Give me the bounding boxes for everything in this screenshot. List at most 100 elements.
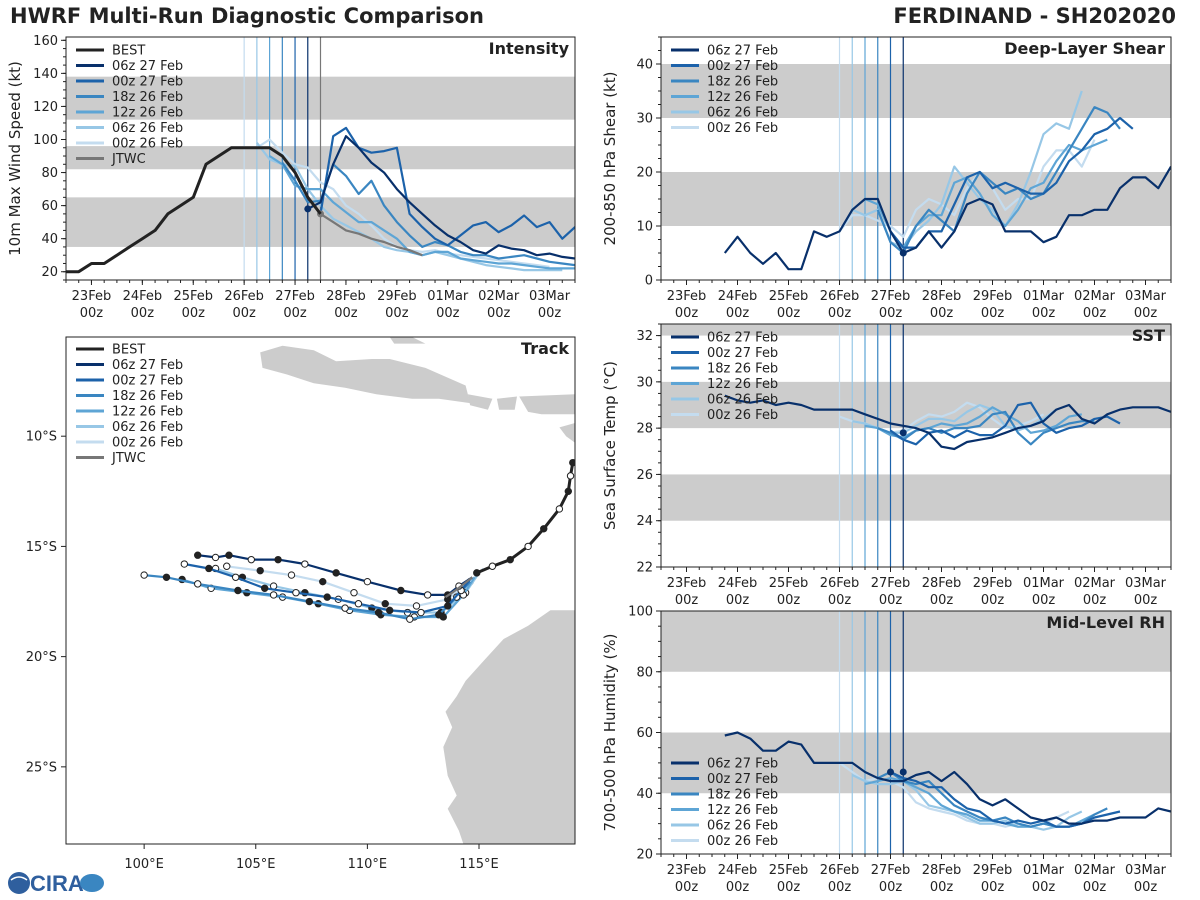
sst-xtick-label-hour: 00z <box>1134 593 1158 608</box>
track-lat-label: 15°S <box>26 540 57 555</box>
track-line-best <box>476 462 575 575</box>
rh-legend-label: 12z 26 Feb <box>707 803 778 818</box>
track-lat-label: 25°S <box>26 760 57 775</box>
track-point-best <box>564 487 573 496</box>
shear-legend-label: 12z 26 Feb <box>707 90 778 105</box>
rh-xtick-label-date: 26Feb <box>820 863 860 878</box>
track-map-area <box>140 337 575 844</box>
shear-legend-label: 18z 26 Feb <box>707 75 778 90</box>
track-point-best <box>524 542 532 551</box>
intensity-xtick-label-date: 25Feb <box>173 289 213 304</box>
sst-xtick-label-date: 26Feb <box>820 576 860 591</box>
shear-xtick-label-date: 29Feb <box>973 289 1013 304</box>
intensity-xtick-label-hour: 00z <box>232 306 256 321</box>
land-barrow-island <box>485 669 491 677</box>
rh-series-06z-27-feb <box>724 731 1171 825</box>
globe-icon <box>8 872 30 894</box>
rh-legend-label: 00z 27 Feb <box>707 772 778 787</box>
track-point-00z-26-feb <box>350 589 358 597</box>
track-point-00z-27-feb <box>354 600 363 608</box>
rh-xtick-label-hour: 00z <box>930 880 954 895</box>
shear-xtick-label-hour: 00z <box>1134 306 1158 321</box>
track-point-06z-27-feb <box>225 551 233 559</box>
land-bali <box>467 394 493 410</box>
sst-legend-label: 00z 27 Feb <box>707 346 778 361</box>
rh-threshold-band <box>661 611 1171 672</box>
sst-legend-label: 12z 26 Feb <box>707 377 778 392</box>
track-legend-label: 18z 26 Feb <box>112 389 183 404</box>
intensity-ytick-label: 100 <box>33 133 58 148</box>
intensity-ytick-label: 20 <box>41 265 58 280</box>
track-point-06z-27-feb <box>247 555 255 564</box>
intensity-ytick-label: 140 <box>33 67 58 82</box>
track-legend-label: 12z 26 Feb <box>112 405 183 420</box>
intensity-xtick-label-hour: 00z <box>334 306 358 321</box>
track-point-06z-27-feb <box>397 586 405 595</box>
intensity-xtick-label-date: 01Mar <box>427 289 469 304</box>
track-point-00z-27-feb <box>180 560 189 568</box>
intensity-xtick-label-hour: 00z <box>487 306 511 321</box>
track-point-00z-27-feb <box>323 593 331 601</box>
intensity-xtick-label-date: 26Feb <box>224 289 264 304</box>
intensity-ytick-label: 80 <box>41 166 58 181</box>
rh-xtick-label-hour: 00z <box>879 880 903 895</box>
intensity-ytick-label: 160 <box>33 34 58 49</box>
track-legend-label: JTWC <box>111 451 146 466</box>
track-point-00z-27-feb <box>417 608 425 617</box>
shear-xtick-label-hour: 00z <box>930 306 954 321</box>
shear-xtick-label-hour: 00z <box>981 306 1005 321</box>
sst-series-06z-27-feb <box>724 394 1171 451</box>
intensity-legend-label: BEST <box>112 44 145 59</box>
track-point-00z-26-feb <box>256 566 264 575</box>
shear-plot-area <box>661 37 1171 280</box>
track-point-18z-26-feb <box>341 604 349 612</box>
rh-xtick-label-date: 28Feb <box>922 863 962 878</box>
rh-ytick-label: 20 <box>636 848 653 863</box>
storm-id-title: FERDINAND - SH202020 <box>893 4 1176 28</box>
rh-xtick-label-date: 03Mar <box>1125 863 1167 878</box>
shear-xtick-label-hour: 00z <box>1083 306 1107 321</box>
sst-ylabel: Sea Surface Temp (°C) <box>601 361 619 530</box>
track-point-18z-26-feb <box>435 611 443 619</box>
rh-legend-label: 18z 26 Feb <box>707 788 778 803</box>
track-point-best <box>506 555 514 564</box>
intensity-legend-label: 06z 27 Feb <box>112 59 183 74</box>
intensity-xtick-label-hour: 00z <box>80 306 104 321</box>
sst-ytick-label: 22 <box>636 561 653 576</box>
intensity-xtick-label-date: 03Mar <box>529 289 571 304</box>
land-lombok <box>496 396 517 410</box>
sst-plot-area <box>661 324 1171 567</box>
sst-xtick-label-date: 27Feb <box>871 576 911 591</box>
shear-threshold-band <box>661 64 1171 118</box>
track-lat-label: 20°S <box>26 650 57 665</box>
shear-series-06z-27-feb <box>723 166 1171 271</box>
shear-ytick-label: 20 <box>636 166 653 181</box>
intensity-xtick-label-date: 29Feb <box>377 289 417 304</box>
track-panel: 100°E 105°E 110°E 115°E 10°S 15°S 20°S 25°S Trac… <box>26 336 576 872</box>
track-point-00z-27-feb <box>444 602 452 610</box>
intensity-panel: 20 40 60 80 100 120 140 160 23Feb 00z 24Feb 00z 25Fe… <box>6 34 576 321</box>
sst-threshold-band <box>661 474 1171 521</box>
shear-ytick-label: 0 <box>645 274 653 289</box>
shear-legend-label: 00z 27 Feb <box>707 59 778 74</box>
shear-current-marker <box>899 249 907 257</box>
intensity-ytick-label: 60 <box>41 199 58 214</box>
track-point-06z-27-feb <box>332 569 340 577</box>
track-axes-frame <box>65 336 576 845</box>
intensity-legend-label: 12z 26 Feb <box>112 106 183 121</box>
track-point-00z-26-feb <box>412 602 421 610</box>
rh-xtick-label-hour: 00z <box>675 880 699 895</box>
cloud-icon <box>80 874 104 892</box>
rh-xtick-label-date: 27Feb <box>871 863 911 878</box>
sst-xtick-label-hour: 00z <box>1083 593 1107 608</box>
rh-xtick-label-date: 24Feb <box>718 863 758 878</box>
intensity-series-06z-27-feb <box>307 135 575 260</box>
shear-xtick-label-date: 02Mar <box>1074 289 1116 304</box>
track-panel-title: Track <box>521 339 569 358</box>
sst-legend-label: 06z 26 Feb <box>707 393 778 408</box>
cira-logo-graphic: CIRA <box>8 871 104 896</box>
rh-xtick-label-hour: 00z <box>828 880 852 895</box>
rh-current-marker <box>887 768 894 776</box>
rh-legend-label: 00z 26 Feb <box>707 834 778 849</box>
